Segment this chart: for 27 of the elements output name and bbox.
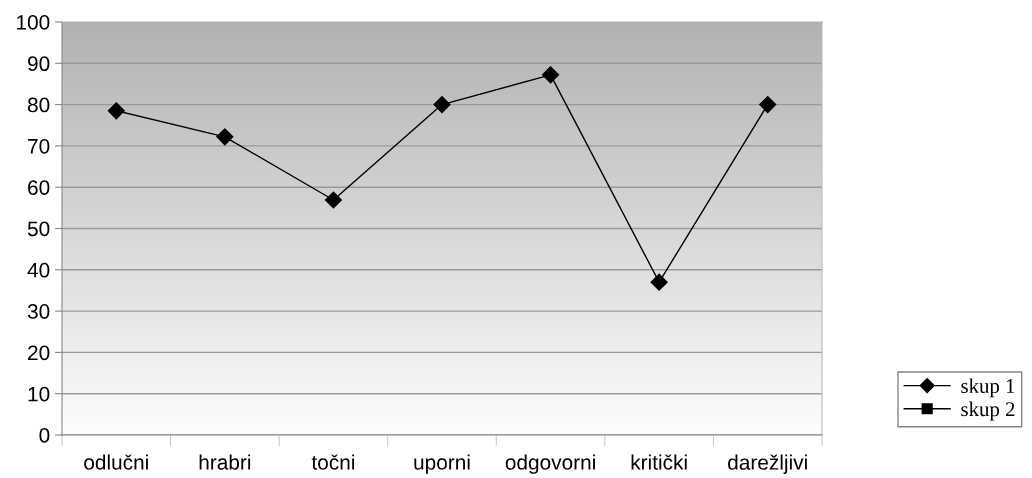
x-tick-label: uporni [414,454,470,474]
y-tick-label: 50 [27,221,50,237]
legend-label: skup 2 [961,401,1015,421]
point [542,66,560,84]
x-tick-label: kritički [631,454,687,470]
point [324,191,342,209]
y-tick-label: 70 [28,138,50,154]
point [107,102,125,120]
point [216,128,234,146]
x-tick-label: hrabri [199,454,251,470]
x-tick-label: odlučni [84,454,148,470]
x-tick-label: darežljivi [728,454,807,474]
point [650,273,668,291]
y-tick-label: 60 [28,180,50,195]
x-tick-label: odgovorni [505,454,595,474]
y-tick-label: 30 [27,304,50,319]
y-tick-label: 10 [28,386,50,402]
y-tick-label: 100 [17,15,50,30]
x-tick-label: točni [311,454,355,470]
y-tick-label: 0 [39,428,50,443]
point [433,96,451,114]
point [759,96,777,114]
legend-label: skup 1 [961,378,1015,398]
y-tick-label: 80 [27,97,50,113]
y-tick-label: 40 [27,262,50,278]
y-tick-label: 90 [28,56,50,72]
y-tick-label: 20 [28,345,50,361]
